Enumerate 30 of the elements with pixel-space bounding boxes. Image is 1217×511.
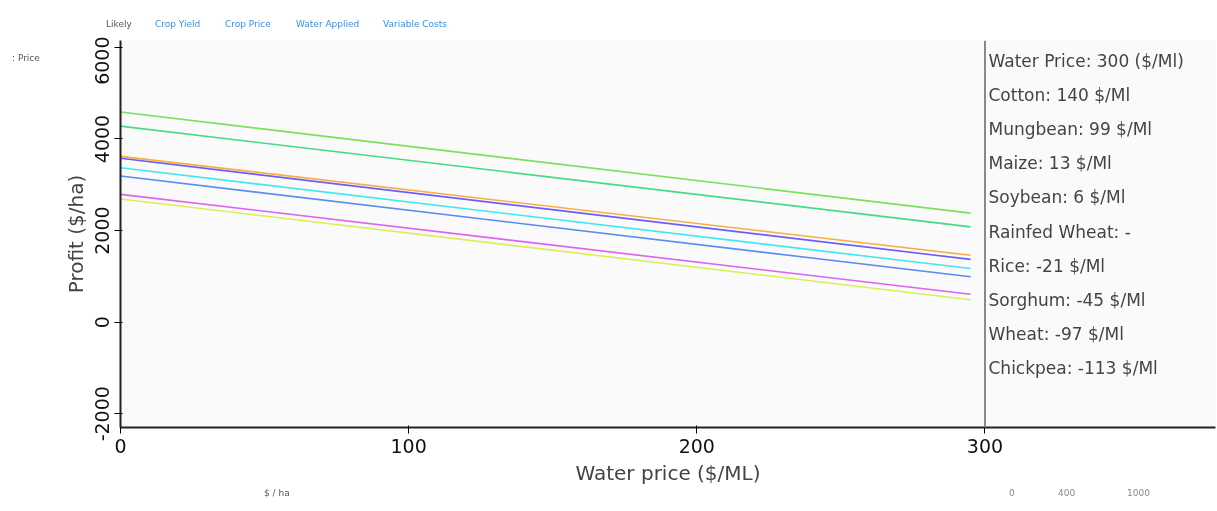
y-axis-title: Profit ($/ha) xyxy=(63,174,88,294)
annotation: Soybean: 6 $/Ml xyxy=(988,187,1126,208)
annotation: Chickpea: -113 $/Ml xyxy=(988,358,1158,379)
text: 1000 xyxy=(1127,487,1150,500)
y-tick-label: 2000 xyxy=(91,206,114,255)
x-tick-label: 200 xyxy=(678,434,715,457)
x-tick-label: 300 xyxy=(966,434,1004,457)
annotation: Rice: -21 $/Ml xyxy=(988,255,1106,276)
text: Crop Yield xyxy=(155,18,201,31)
annotation: Maize: 13 $/Ml xyxy=(988,153,1112,174)
y-tick-label: 6000 xyxy=(91,36,114,85)
text: 400 xyxy=(1058,487,1076,500)
text: : Price xyxy=(12,52,40,65)
x-axis-title: Water price ($/ML) xyxy=(575,460,761,485)
text: Likely xyxy=(106,18,132,31)
x-tick-label: 100 xyxy=(390,434,427,457)
annotation: Rainfed Wheat: - xyxy=(988,221,1131,242)
annotation: Cotton: 140 $/Ml xyxy=(988,84,1131,105)
text: Water Applied xyxy=(296,18,360,31)
y-tick-label: -2000 xyxy=(91,386,114,442)
annotation: Sorghum: -45 $/Ml xyxy=(988,289,1146,310)
annotation: Wheat: -97 $/Ml xyxy=(988,324,1124,345)
y-tick-label: 0 xyxy=(91,316,114,329)
annotation: Mungbean: 99 $/Ml xyxy=(988,118,1153,139)
annotation: Water Price: 300 ($/Ml) xyxy=(988,50,1184,71)
y-tick-label: 4000 xyxy=(91,114,114,164)
text: 0 xyxy=(1009,487,1015,500)
text: Crop Price xyxy=(225,18,271,31)
text: Variable Costs xyxy=(383,18,447,31)
text: $ / ha xyxy=(264,487,290,500)
